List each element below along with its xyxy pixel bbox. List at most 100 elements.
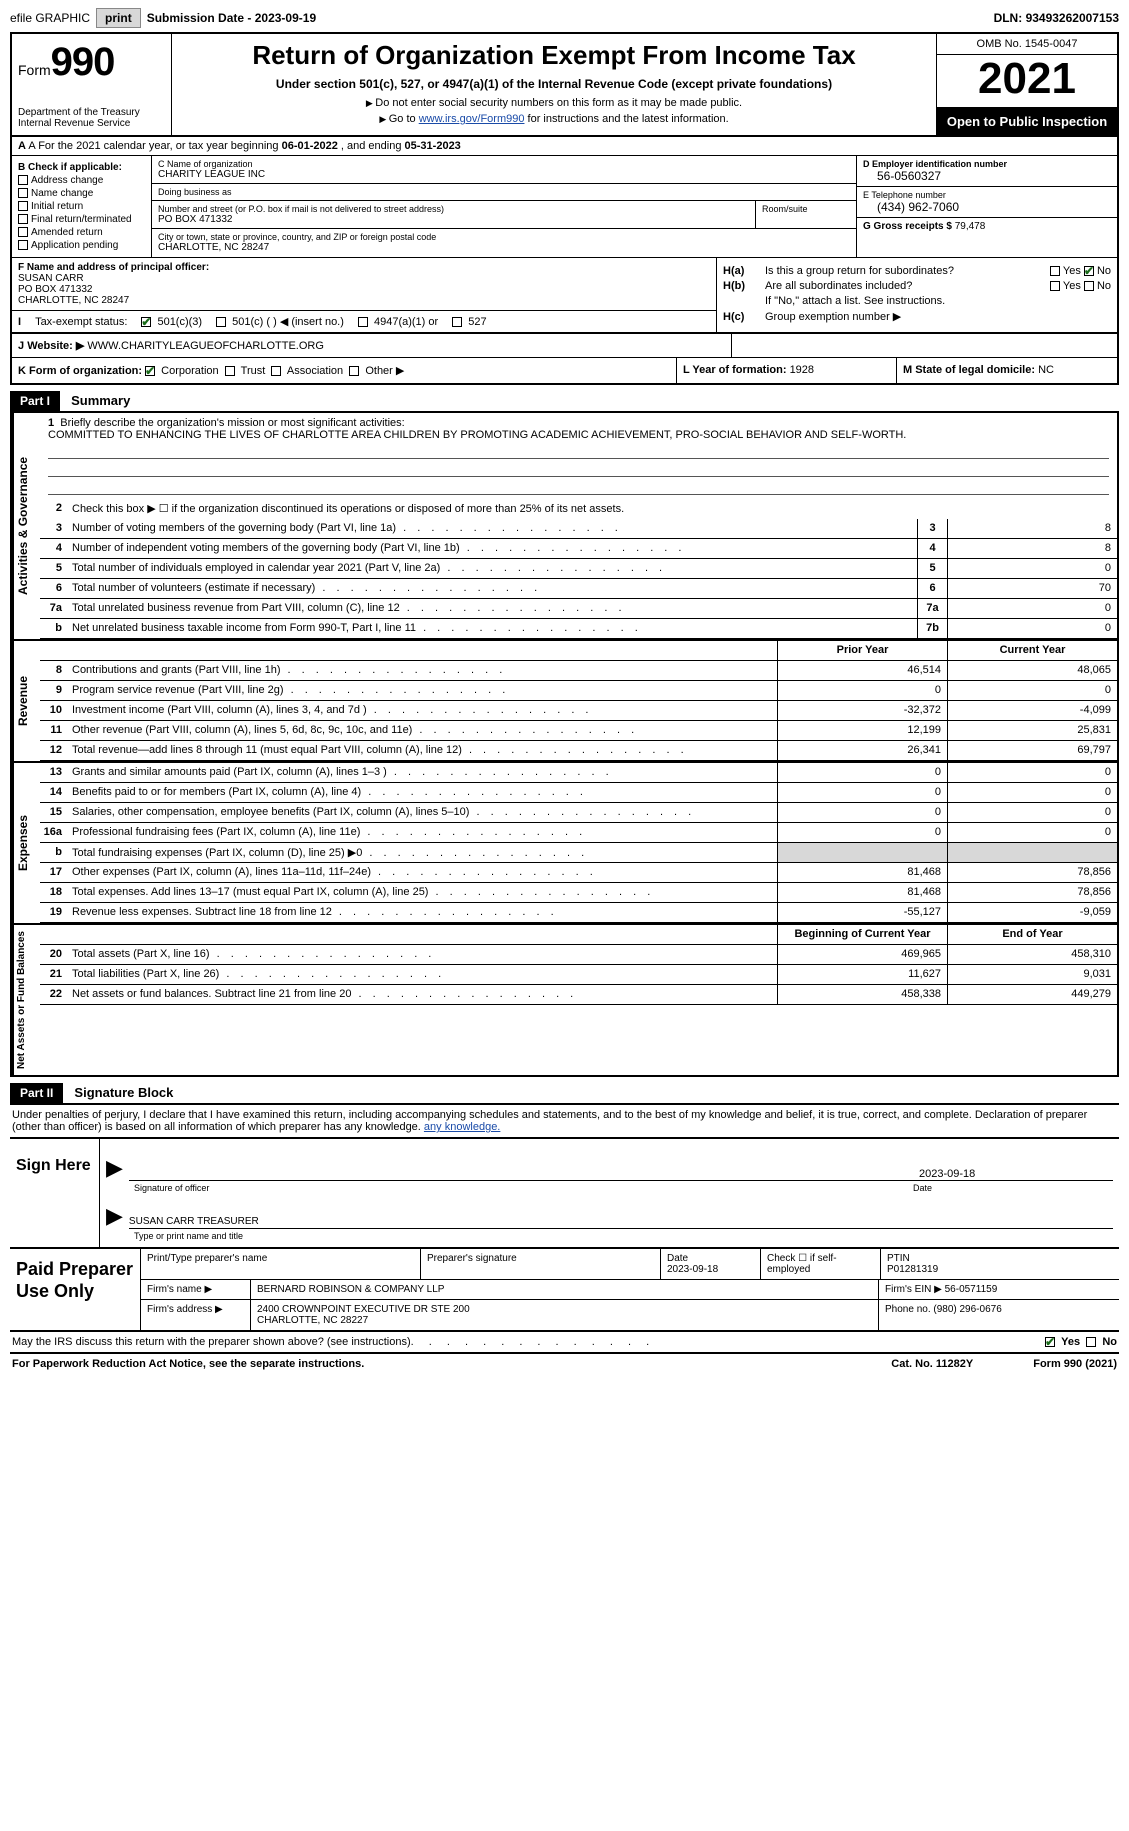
check-501c[interactable] — [216, 317, 226, 327]
section-h: H(a) Is this a group return for subordin… — [717, 258, 1117, 332]
side-net-assets: Net Assets or Fund Balances — [12, 925, 40, 1075]
discuss-yes[interactable] — [1045, 1337, 1055, 1347]
year-formation: 1928 — [790, 364, 814, 376]
col-prior-year: Prior Year — [777, 641, 947, 660]
officer-name: SUSAN CARR — [18, 273, 84, 284]
side-revenue: Revenue — [12, 641, 40, 761]
check-initial-return[interactable] — [18, 201, 28, 211]
check-corporation[interactable] — [145, 366, 155, 376]
table-row: 5 Total number of individuals employed i… — [40, 559, 1117, 579]
sign-date: 2023-09-18 — [913, 1168, 1113, 1181]
section-d: D Employer identification number 56-0560… — [857, 156, 1117, 257]
check-address-change[interactable] — [18, 175, 28, 185]
table-row: 10 Investment income (Part VIII, column … — [40, 701, 1117, 721]
check-527[interactable] — [452, 317, 462, 327]
org-name: CHARITY LEAGUE INC — [158, 169, 265, 180]
dln: DLN: 93493262007153 — [994, 11, 1119, 25]
check-amended-return[interactable] — [18, 227, 28, 237]
department: Department of the Treasury Internal Reve… — [18, 107, 165, 129]
telephone: (434) 962-7060 — [863, 200, 1111, 214]
form-note-link: Go to www.irs.gov/Form990 for instructio… — [180, 113, 928, 125]
hb-no[interactable] — [1084, 281, 1094, 291]
section-j: J Website: ▶ WWW.CHARITYLEAGUEOFCHARLOTT… — [10, 334, 1119, 358]
table-row: 19 Revenue less expenses. Subtract line … — [40, 903, 1117, 923]
table-row: 13 Grants and similar amounts paid (Part… — [40, 763, 1117, 783]
form-number: 990 — [51, 40, 115, 84]
col-end-year: End of Year — [947, 925, 1117, 944]
signature-intro: Under penalties of perjury, I declare th… — [10, 1105, 1119, 1139]
table-row: 22 Net assets or fund balances. Subtract… — [40, 985, 1117, 1005]
section-b: B Check if applicable: Address change Na… — [12, 156, 152, 257]
ha-no[interactable] — [1084, 266, 1094, 276]
check-4947[interactable] — [358, 317, 368, 327]
officer-signature — [129, 1179, 913, 1181]
table-row: 11 Other revenue (Part VIII, column (A),… — [40, 721, 1117, 741]
firm-phone: (980) 296-0676 — [933, 1304, 1001, 1315]
table-row: b Total fundraising expenses (Part IX, c… — [40, 843, 1117, 863]
open-inspection: Open to Public Inspection — [937, 108, 1117, 135]
efile-label: efile GRAPHIC — [10, 11, 90, 25]
check-other[interactable] — [349, 366, 359, 376]
section-klm: K Form of organization: Corporation Trus… — [10, 358, 1119, 385]
ha-yes[interactable] — [1050, 266, 1060, 276]
check-trust[interactable] — [225, 366, 235, 376]
table-row: 9 Program service revenue (Part VIII, li… — [40, 681, 1117, 701]
check-application-pending[interactable] — [18, 240, 28, 250]
cat-no: Cat. No. 11282Y — [891, 1358, 973, 1370]
prep-date: 2023-09-18 — [667, 1264, 718, 1275]
check-name-change[interactable] — [18, 188, 28, 198]
any-knowledge-link[interactable]: any knowledge. — [424, 1121, 500, 1133]
table-row: b Net unrelated business taxable income … — [40, 619, 1117, 639]
form-word: Form — [18, 62, 51, 78]
state-domicile: NC — [1038, 364, 1054, 376]
form-ref: Form 990 (2021) — [1033, 1358, 1117, 1370]
check-final-return[interactable] — [18, 214, 28, 224]
irs-link[interactable]: www.irs.gov/Form990 — [419, 113, 525, 125]
ptin: P01281319 — [887, 1264, 938, 1275]
firm-ein: 56-0571159 — [945, 1284, 998, 1295]
part1-header: Part I Summary — [10, 391, 1119, 413]
name-arrow-icon: ▶ — [106, 1203, 123, 1229]
table-row: 12 Total revenue—add lines 8 through 11 … — [40, 741, 1117, 761]
check-501c3[interactable] — [141, 317, 151, 327]
side-expenses: Expenses — [12, 763, 40, 923]
sign-here-block: Sign Here ▶ 2023-09-18 Signature of offi… — [10, 1139, 1119, 1249]
discuss-row: May the IRS discuss this return with the… — [10, 1332, 1119, 1354]
side-governance: Activities & Governance — [12, 413, 40, 639]
ein: 56-0560327 — [863, 169, 1111, 183]
firm-address: 2400 CROWNPOINT EXECUTIVE DR STE 200 CHA… — [251, 1300, 879, 1330]
line-1: 1 Briefly describe the organization's mi… — [40, 413, 1117, 499]
paid-preparer-block: Paid Preparer Use Only Print/Type prepar… — [10, 1249, 1119, 1332]
part2-header: Part II Signature Block — [10, 1083, 1119, 1105]
table-row: 8 Contributions and grants (Part VIII, l… — [40, 661, 1117, 681]
table-row: 20 Total assets (Part X, line 16) 469,96… — [40, 945, 1117, 965]
form-note-ssn: Do not enter social security numbers on … — [180, 97, 928, 109]
org-city: CHARLOTTE, NC 28247 — [158, 242, 269, 253]
col-current-year: Current Year — [947, 641, 1117, 660]
website: WWW.CHARITYLEAGUEOFCHARLOTTE.ORG — [87, 340, 324, 352]
table-row: 17 Other expenses (Part IX, column (A), … — [40, 863, 1117, 883]
check-association[interactable] — [271, 366, 281, 376]
line-a: A A For the 2021 calendar year, or tax y… — [10, 137, 1119, 156]
signature-arrow-icon: ▶ — [106, 1155, 123, 1181]
firm-name: BERNARD ROBINSON & COMPANY LLP — [251, 1280, 879, 1299]
table-row: 15 Salaries, other compensation, employe… — [40, 803, 1117, 823]
table-row: 7a Total unrelated business revenue from… — [40, 599, 1117, 619]
top-toolbar: efile GRAPHIC print Submission Date - 20… — [10, 8, 1119, 28]
table-row: 21 Total liabilities (Part X, line 26) 1… — [40, 965, 1117, 985]
table-row: 3 Number of voting members of the govern… — [40, 519, 1117, 539]
section-f: F Name and address of principal officer:… — [12, 258, 716, 310]
discuss-no[interactable] — [1086, 1337, 1096, 1347]
omb-number: OMB No. 1545-0047 — [937, 34, 1117, 55]
table-row: 18 Total expenses. Add lines 13–17 (must… — [40, 883, 1117, 903]
table-row: 6 Total number of volunteers (estimate i… — [40, 579, 1117, 599]
table-row: 4 Number of independent voting members o… — [40, 539, 1117, 559]
tax-year: 2021 — [937, 55, 1117, 108]
section-i: I Tax-exempt status: 501(c)(3) 501(c) ( … — [12, 310, 716, 332]
table-row: 16a Professional fundraising fees (Part … — [40, 823, 1117, 843]
form-subtitle: Under section 501(c), 527, or 4947(a)(1)… — [180, 77, 928, 91]
col-beginning-year: Beginning of Current Year — [777, 925, 947, 944]
print-button[interactable]: print — [96, 8, 141, 28]
section-c: C Name of organization CHARITY LEAGUE IN… — [152, 156, 857, 257]
hb-yes[interactable] — [1050, 281, 1060, 291]
